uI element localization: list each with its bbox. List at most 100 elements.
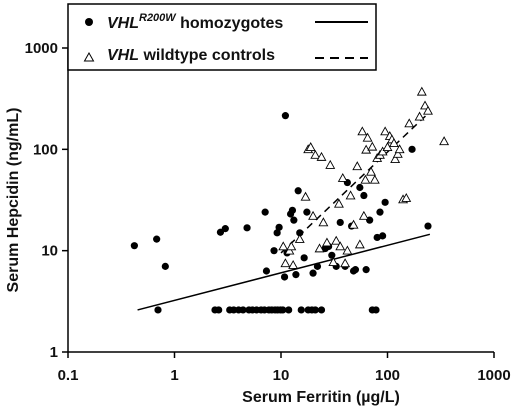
y-tick-label: 1 <box>50 344 58 361</box>
legend-box <box>67 3 377 71</box>
data-point-homozygote <box>297 306 305 314</box>
data-point-control <box>439 136 450 146</box>
data-point-control <box>414 111 425 121</box>
data-point-homozygote <box>279 306 287 314</box>
data-point-control <box>340 258 351 268</box>
data-point-homozygote <box>281 112 290 120</box>
data-point-homozygote <box>262 267 271 275</box>
data-point-control <box>278 241 289 251</box>
data-point-control <box>367 141 378 151</box>
data-point-homozygote <box>336 218 344 227</box>
data-point-homozygote <box>351 266 360 274</box>
data-point-control <box>348 219 359 229</box>
data-point-homozygote <box>270 247 278 255</box>
data-point-control <box>423 105 433 115</box>
y-axis-label: Serum Hepcidin (ng/mL) <box>5 108 22 293</box>
data-point-homozygote <box>309 269 317 277</box>
data-point-homozygote <box>154 306 162 314</box>
data-point-control <box>390 154 401 163</box>
fit-line-homozygotes <box>137 233 431 311</box>
data-point-control <box>416 86 427 96</box>
data-point-homozygote <box>261 208 269 216</box>
legend: VHLR200W homozygotes VHL wildtype contro… <box>67 3 377 71</box>
data-point-homozygote <box>379 232 387 240</box>
data-point-control <box>318 217 329 227</box>
data-point-homozygote <box>239 306 247 314</box>
data-point-control <box>377 146 388 156</box>
y-tick-label: 1000 <box>25 40 58 57</box>
data-point-homozygote <box>356 183 364 192</box>
data-point-homozygote <box>275 223 283 231</box>
data-point-control <box>404 118 415 128</box>
data-point-homozygote <box>311 306 319 314</box>
data-point-homozygote <box>313 262 322 270</box>
data-point-homozygote <box>215 306 223 314</box>
data-point-control <box>345 190 356 200</box>
data-point-control <box>392 148 403 158</box>
data-point-control <box>331 235 342 245</box>
data-point-homozygote <box>362 266 370 274</box>
y-tick-label: 100 <box>33 141 58 158</box>
fit-lines <box>137 113 431 311</box>
data-point-control <box>352 161 363 171</box>
data-point-homozygote <box>288 206 297 214</box>
data-point-control <box>308 210 319 220</box>
data-point-control <box>342 245 353 255</box>
data-point-homozygote <box>408 145 416 153</box>
data-point-control <box>360 174 371 184</box>
x-tick-label: 100 <box>375 367 400 384</box>
data-point-control <box>321 237 332 247</box>
data-point-control <box>358 210 369 220</box>
data-point-control <box>316 151 327 161</box>
data-point-control <box>300 191 311 201</box>
data-point-control <box>354 239 365 249</box>
x-tick-label: 10 <box>273 367 290 384</box>
data-point-homozygote <box>328 251 336 259</box>
data-point-control <box>325 159 336 169</box>
data-point-homozygote <box>273 229 281 237</box>
data-point-homozygote <box>376 208 384 216</box>
legend-marker-controls <box>83 51 95 62</box>
data-point-homozygote <box>373 233 381 242</box>
data-point-homozygote <box>292 271 300 279</box>
x-tick-label: 0.1 <box>58 367 79 384</box>
x-tick-label: 1000 <box>477 367 510 384</box>
data-point-control <box>357 126 368 136</box>
fit-line-controls <box>280 113 429 254</box>
data-point-control <box>380 126 391 136</box>
data-point-homozygote <box>243 224 251 232</box>
legend-label-homozygotes: VHLR200W homozygotes <box>107 12 283 32</box>
data-point-control <box>401 192 412 202</box>
data-point-homozygote <box>317 306 326 314</box>
data-point-homozygote <box>300 254 308 262</box>
data-point-homozygote <box>294 187 302 195</box>
data-point-control <box>288 259 299 269</box>
data-point-control <box>394 144 405 154</box>
data-point-homozygote <box>153 235 161 243</box>
data-point-control <box>286 241 297 251</box>
data-points <box>130 86 450 314</box>
data-point-control <box>366 166 376 176</box>
data-point-control <box>335 241 346 251</box>
data-point-control <box>280 258 291 268</box>
data-point-homozygote <box>290 216 298 224</box>
data-point-control <box>310 149 321 159</box>
data-point-homozygote <box>372 306 380 314</box>
data-point-homozygote <box>285 306 293 314</box>
data-point-control <box>328 257 339 266</box>
data-point-control <box>314 243 325 253</box>
data-point-homozygote <box>161 262 169 270</box>
data-point-homozygote <box>130 242 138 250</box>
data-point-control <box>333 198 344 208</box>
y-tick-label: 10 <box>41 243 58 260</box>
data-point-control <box>337 172 348 182</box>
data-point-control <box>369 174 380 184</box>
legend-label-controls: VHL wildtype controls <box>107 47 275 64</box>
data-point-homozygote <box>424 222 432 230</box>
data-point-control <box>294 233 305 243</box>
data-point-homozygote <box>303 208 311 216</box>
data-point-control <box>362 132 373 142</box>
x-tick-label: 1 <box>170 367 178 384</box>
